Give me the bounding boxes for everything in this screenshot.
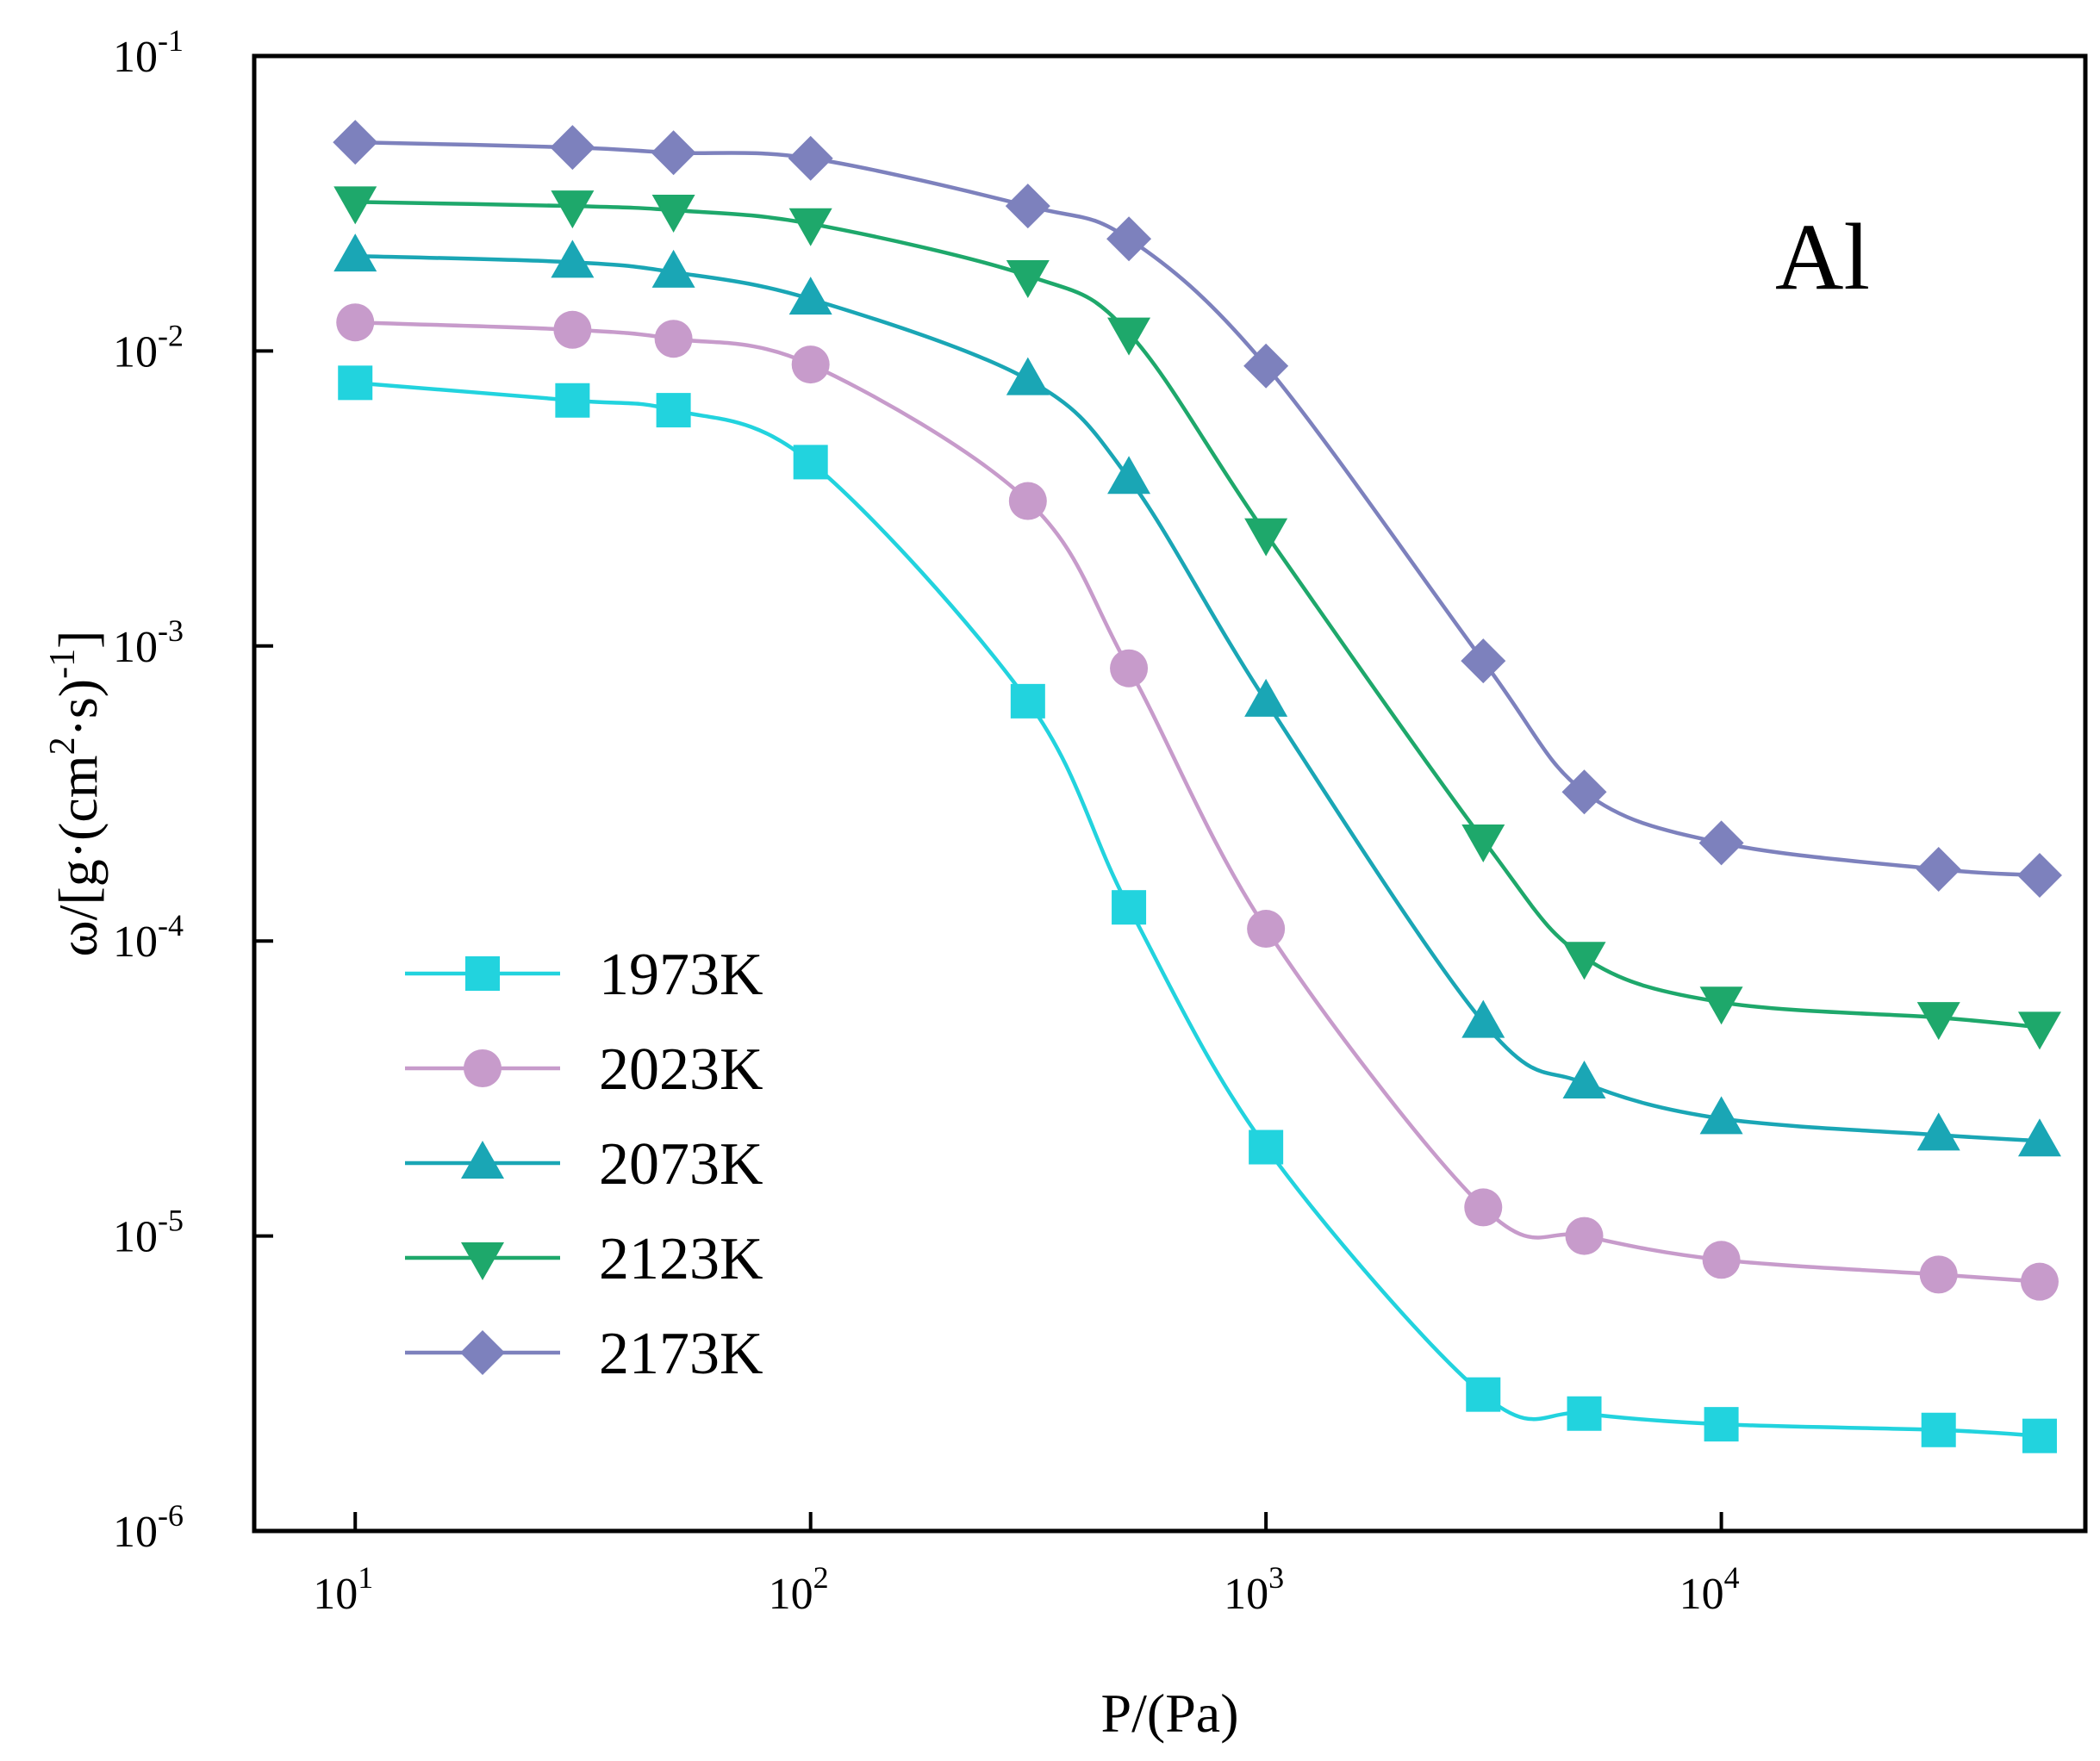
data-point-2123K-10: [1916, 1002, 1960, 1041]
data-point-1973K-9: [1704, 1407, 1739, 1442]
y-tick-label-3: 10-3: [113, 613, 184, 672]
data-point-2173K-6: [1243, 343, 1289, 389]
legend-item-2123K: 2123K: [405, 1226, 763, 1292]
data-point-2073K-3: [788, 277, 832, 315]
data-point-2123K-8: [1562, 942, 1606, 980]
data-point-2023K-2: [654, 320, 693, 358]
data-point-2173K-11: [2016, 852, 2062, 898]
legend-label-2173K: 2173K: [599, 1321, 763, 1387]
element-annotation: Al: [1775, 204, 1870, 309]
data-point-2173K-5: [1106, 216, 1152, 262]
data-point-2173K-2: [651, 130, 696, 176]
data-point-2023K-5: [1110, 649, 1149, 688]
legend-item-2073K: 2073K: [405, 1131, 763, 1198]
data-point-2073K-8: [1562, 1061, 1606, 1099]
data-point-1973K-0: [338, 365, 373, 401]
data-point-2073K-7: [1461, 999, 1505, 1038]
data-point-2023K-0: [336, 303, 375, 342]
data-point-1973K-10: [1921, 1412, 1956, 1447]
data-point-2123K-1: [551, 190, 595, 229]
legend-marker-1973K: [465, 956, 500, 991]
data-point-2073K-0: [333, 233, 377, 272]
data-point-2173K-9: [1698, 820, 1744, 866]
y-tick-label-2: 10-4: [113, 908, 184, 967]
data-point-1973K-6: [1249, 1129, 1284, 1165]
data-point-2123K-0: [333, 186, 377, 225]
data-point-2123K-5: [1107, 317, 1151, 356]
legend-label-2023K: 2023K: [599, 1036, 763, 1103]
data-point-2023K-8: [1565, 1217, 1604, 1255]
legend-marker-2073K: [461, 1141, 504, 1179]
data-point-2073K-4: [1006, 357, 1050, 395]
legend-item-2023K: 2023K: [405, 1036, 763, 1103]
series-markers: [333, 120, 2062, 1453]
data-point-2123K-11: [2017, 1011, 2061, 1050]
data-point-2073K-9: [1699, 1096, 1743, 1135]
data-point-1973K-7: [1466, 1377, 1501, 1412]
x-tick-label-3: 104: [1679, 1560, 1740, 1619]
data-point-2073K-5: [1107, 456, 1151, 495]
x-tick-label-1: 102: [769, 1560, 829, 1619]
data-point-2023K-3: [791, 345, 830, 384]
data-point-1973K-8: [1567, 1396, 1602, 1431]
y-tick-label-0: 10-6: [113, 1498, 184, 1557]
legend-item-1973K: 1973K: [405, 942, 763, 1008]
data-point-2073K-11: [2017, 1118, 2061, 1157]
data-point-1973K-5: [1112, 890, 1147, 925]
data-point-2173K-3: [788, 135, 833, 181]
data-point-2073K-6: [1244, 678, 1288, 717]
y-tick-label-4: 10-2: [113, 318, 184, 376]
data-point-2173K-1: [550, 125, 595, 171]
legend-label-2073K: 2073K: [599, 1131, 763, 1198]
data-point-2123K-9: [1699, 986, 1743, 1025]
x-axis-title: P/(Pa): [1101, 1683, 1239, 1744]
legend-item-2173K: 2173K: [405, 1321, 763, 1387]
data-point-2023K-7: [1464, 1188, 1503, 1227]
data-point-2173K-7: [1461, 638, 1506, 684]
data-point-2073K-10: [1916, 1112, 1960, 1151]
plot-frame: [252, 53, 2088, 1534]
legend: 1973K 2023K 2073K 2123K 2173K: [405, 942, 763, 1387]
data-point-2123K-2: [651, 195, 695, 233]
data-point-2173K-8: [1561, 769, 1607, 815]
data-point-1973K-11: [2022, 1418, 2057, 1453]
data-point-2173K-4: [1005, 184, 1050, 229]
data-point-2023K-1: [553, 310, 592, 349]
data-point-2123K-6: [1244, 518, 1288, 557]
data-point-2073K-2: [651, 249, 695, 288]
data-point-2173K-0: [333, 120, 378, 165]
data-point-2123K-7: [1461, 824, 1505, 862]
data-point-2023K-6: [1247, 910, 1286, 949]
data-point-2023K-9: [1702, 1241, 1741, 1279]
data-point-1973K-3: [793, 445, 828, 480]
y-tick-label-1: 10-5: [113, 1204, 184, 1262]
x-tick-label-0: 101: [313, 1560, 373, 1619]
data-point-2123K-3: [788, 208, 832, 246]
data-point-2073K-1: [551, 240, 595, 278]
y-axis-title: ω/[g·(cm2·s)-1]: [43, 631, 109, 957]
legend-label-1973K: 1973K: [599, 942, 763, 1008]
data-point-2023K-11: [2020, 1262, 2059, 1301]
data-point-1973K-2: [656, 393, 691, 428]
x-tick-label-2: 103: [1224, 1560, 1284, 1619]
data-point-2123K-4: [1006, 259, 1050, 298]
data-point-2023K-4: [1008, 482, 1047, 520]
series-line-2123K: [355, 200, 2041, 1030]
data-point-2173K-10: [1916, 846, 1961, 892]
data-point-1973K-4: [1010, 683, 1045, 719]
y-axis-title-text: ω/[g·(cm2·s)-1]: [43, 631, 109, 957]
legend-marker-2123K: [461, 1242, 504, 1280]
legend-marker-2173K: [460, 1330, 505, 1375]
data-point-1973K-1: [555, 383, 590, 418]
legend-label-2123K: 2123K: [599, 1226, 763, 1292]
axis-ticks: 101 102 103 104 10-6 10-5 10-4 10-3 10-2 10-1: [113, 23, 1740, 1619]
legend-marker-2023K: [464, 1049, 502, 1087]
y-tick-label-5: 10-1: [113, 23, 184, 82]
data-point-2023K-10: [1919, 1255, 1958, 1294]
